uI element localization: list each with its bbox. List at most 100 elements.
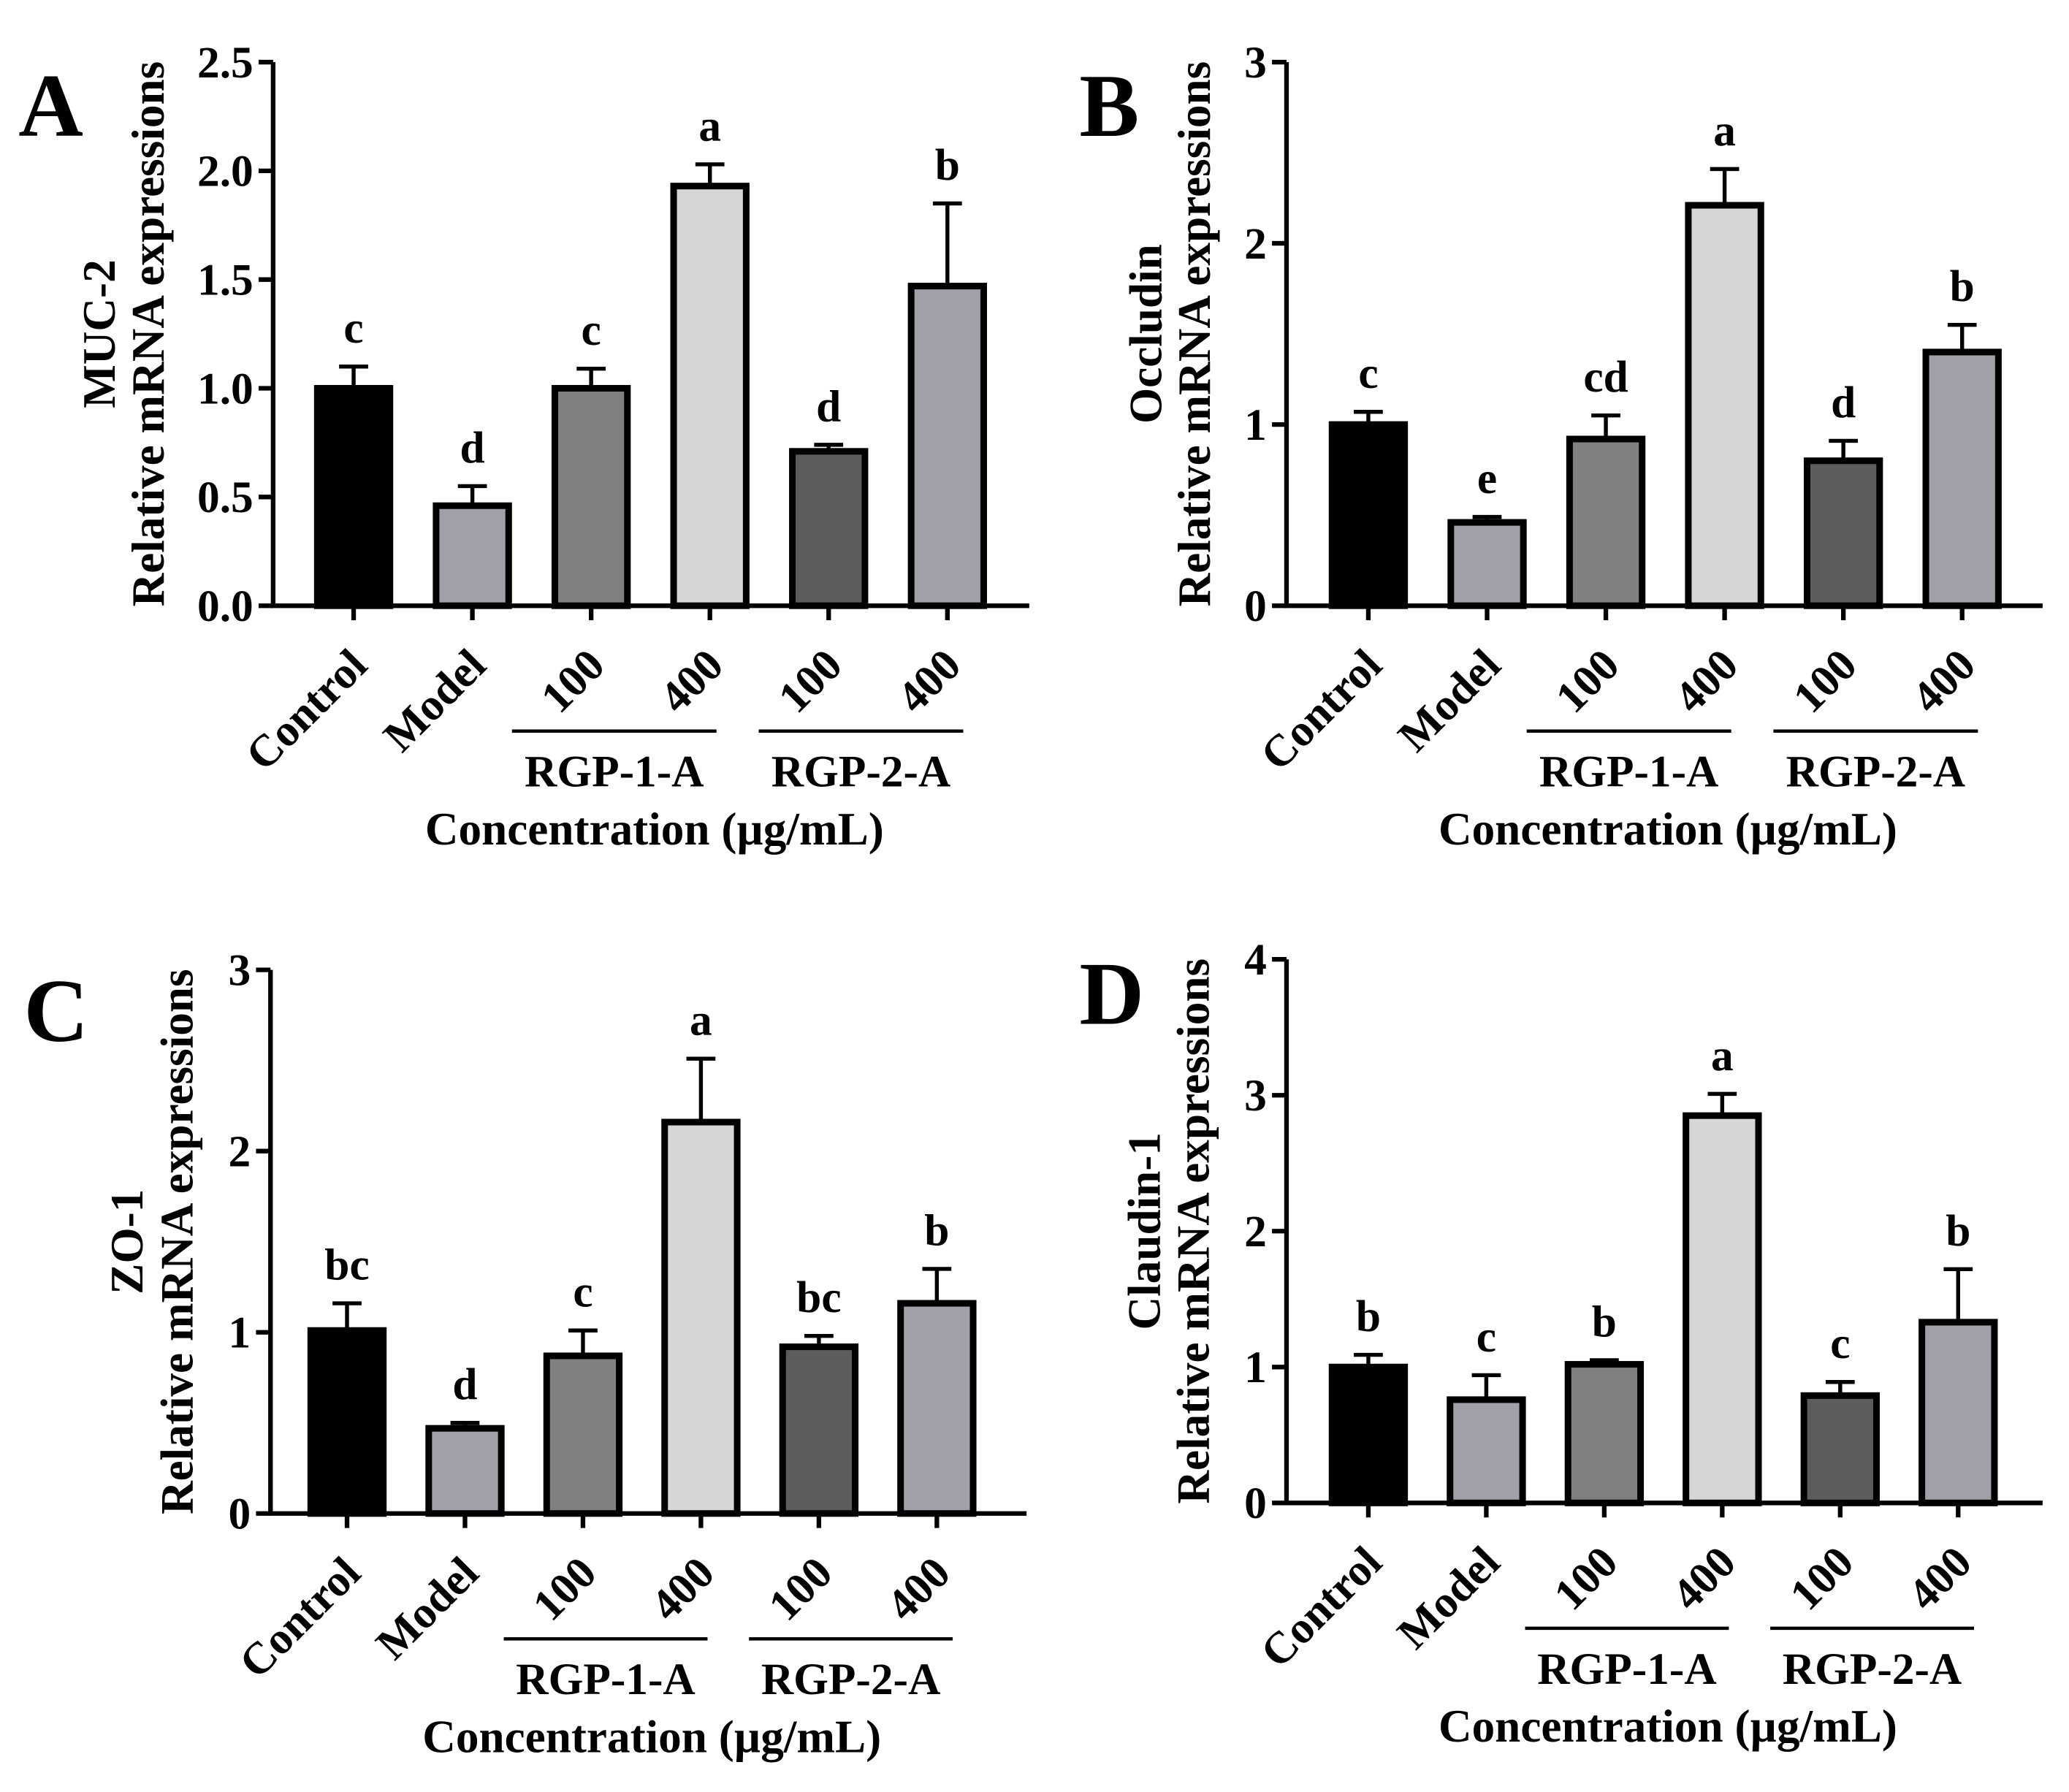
significance-label-control: c bbox=[343, 303, 363, 353]
error-bar-rgp-2-a-400 bbox=[922, 1267, 952, 1304]
group-label-rgp-2-a: RGP-2-A bbox=[771, 747, 951, 797]
x-tick-label-rgp-2-a-100: 100 bbox=[1780, 1537, 1863, 1620]
significance-label-rgp-2-a-100: c bbox=[1830, 1319, 1850, 1368]
y-tick-label: 0.5 bbox=[197, 473, 254, 522]
bar-rgp-1-a-400 bbox=[1683, 1112, 1762, 1506]
y-axis-gene-title: ZO-1 bbox=[102, 1189, 153, 1295]
bar-rgp-2-a-100 bbox=[779, 1343, 859, 1517]
y-tick-label: 1.5 bbox=[197, 255, 254, 305]
significance-label-rgp-1-a-400: a bbox=[690, 996, 712, 1045]
y-tick-label: 3 bbox=[1244, 38, 1267, 88]
significance-label-rgp-1-a-100: cd bbox=[1583, 352, 1628, 402]
bar-rgp-1-a-100 bbox=[1566, 435, 1646, 609]
x-tick-label-rgp-1-a-400: 400 bbox=[641, 1547, 724, 1630]
y-tick-label: 1 bbox=[1244, 400, 1267, 450]
panel-letter: C bbox=[24, 961, 89, 1061]
y-tick-label: 2.5 bbox=[197, 38, 254, 88]
y-tick-label: 0 bbox=[228, 1490, 251, 1539]
bar-rgp-2-a-100 bbox=[1800, 1392, 1881, 1506]
y-tick-label: 3 bbox=[1244, 1071, 1267, 1121]
error-bar-model bbox=[1471, 1373, 1501, 1400]
y-tick-label: 1.0 bbox=[197, 364, 254, 413]
y-axis-title: Relative mRNA expressions bbox=[1169, 61, 1220, 607]
error-bar-rgp-2-a-100 bbox=[1825, 1380, 1855, 1396]
x-tick-label-rgp-1-a-100: 100 bbox=[1544, 1537, 1627, 1620]
bar-rgp-1-a-400 bbox=[1685, 202, 1764, 609]
significance-label-rgp-2-a-400: b bbox=[924, 1205, 949, 1255]
error-bar-rgp-1-a-100 bbox=[576, 367, 606, 389]
significance-label-control: b bbox=[1356, 1292, 1381, 1341]
y-tick-label: 2 bbox=[1244, 219, 1267, 269]
bar-rgp-1-a-400 bbox=[661, 1118, 741, 1517]
bar-rgp-1-a-100 bbox=[551, 384, 631, 609]
error-bar-control bbox=[339, 365, 368, 389]
x-tick-label-rgp-2-a-100: 100 bbox=[759, 1547, 842, 1630]
y-tick-label: 0.0 bbox=[197, 582, 254, 631]
error-bar-rgp-1-a-400 bbox=[686, 1056, 716, 1122]
x-axis-title: Concentration (µg/mL) bbox=[1439, 804, 1897, 855]
x-tick-label-control: Control bbox=[237, 640, 377, 780]
bar-rgp-1-a-400 bbox=[670, 183, 750, 609]
x-tick-label-rgp-2-a-100: 100 bbox=[769, 640, 852, 722]
x-tick-label-rgp-1-a-400: 400 bbox=[1663, 1537, 1745, 1620]
bar-model bbox=[433, 502, 512, 609]
significance-label-model: d bbox=[452, 1360, 477, 1409]
significance-label-rgp-1-a-100: c bbox=[582, 305, 601, 355]
error-bar-rgp-1-a-400 bbox=[1710, 167, 1740, 205]
x-tick-label-control: Control bbox=[1251, 1537, 1392, 1677]
significance-label-control: c bbox=[1358, 348, 1378, 398]
bar-rgp-2-a-400 bbox=[897, 1300, 977, 1517]
bar-model bbox=[1447, 519, 1527, 609]
error-bar-rgp-1-a-100 bbox=[568, 1328, 598, 1356]
x-tick-label-control: Control bbox=[230, 1547, 370, 1688]
bar-rgp-2-a-400 bbox=[1922, 348, 2002, 609]
x-tick-label-rgp-2-a-400: 400 bbox=[877, 1547, 960, 1630]
y-tick-label: 1 bbox=[1244, 1343, 1267, 1392]
y-axis-gene-title: MUC-2 bbox=[74, 259, 125, 408]
y-tick-label: 4 bbox=[1244, 935, 1267, 985]
group-label-rgp-2-a: RGP-2-A bbox=[761, 1655, 941, 1704]
x-tick-label-rgp-2-a-400: 400 bbox=[1902, 640, 1985, 722]
x-axis-title: Concentration (µg/mL) bbox=[425, 804, 884, 855]
x-tick-label-rgp-1-a-100: 100 bbox=[532, 640, 614, 722]
bar-control bbox=[313, 384, 394, 609]
bar-rgp-2-a-400 bbox=[1919, 1319, 1998, 1506]
panel-letter: D bbox=[1079, 945, 1144, 1044]
y-tick-label: 1 bbox=[228, 1308, 251, 1357]
x-tick-label-model: Model bbox=[1388, 1537, 1509, 1658]
y-tick-label: 0 bbox=[1244, 1479, 1267, 1528]
group-label-rgp-1-a: RGP-1-A bbox=[516, 1655, 696, 1704]
error-bar-rgp-2-a-400 bbox=[1947, 322, 1977, 352]
error-bar-rgp-1-a-400 bbox=[695, 162, 725, 186]
group-label-rgp-1-a: RGP-1-A bbox=[1539, 747, 1719, 797]
bar-control bbox=[307, 1327, 387, 1517]
bar-rgp-2-a-100 bbox=[789, 448, 869, 609]
panel-letter: B bbox=[1079, 56, 1139, 156]
group-label-rgp-2-a: RGP-2-A bbox=[1783, 1644, 1962, 1694]
group-label-rgp-1-a: RGP-1-A bbox=[1537, 1644, 1717, 1694]
significance-label-rgp-2-a-400: b bbox=[935, 140, 960, 190]
error-bar-control bbox=[1354, 410, 1383, 425]
x-tick-label-model: Model bbox=[367, 1547, 488, 1669]
significance-label-rgp-1-a-100: c bbox=[573, 1267, 592, 1317]
x-tick-label-rgp-1-a-400: 400 bbox=[1665, 640, 1748, 722]
bar-rgp-1-a-100 bbox=[1564, 1361, 1645, 1506]
error-bar-rgp-2-a-100 bbox=[804, 1333, 834, 1347]
bar-control bbox=[1328, 1363, 1409, 1506]
error-bar-rgp-1-a-100 bbox=[1591, 413, 1620, 439]
significance-label-rgp-2-a-100: d bbox=[816, 381, 841, 431]
x-tick-label-model: Model bbox=[1389, 640, 1510, 761]
significance-label-rgp-2-a-400: b bbox=[1946, 1206, 1970, 1256]
error-bar-rgp-2-a-400 bbox=[1943, 1267, 1973, 1322]
x-tick-label-rgp-1-a-100: 100 bbox=[1546, 640, 1628, 722]
bar-model bbox=[425, 1425, 505, 1517]
y-tick-label: 3 bbox=[228, 945, 251, 995]
significance-label-rgp-2-a-100: d bbox=[1831, 378, 1856, 427]
x-tick-label-rgp-2-a-400: 400 bbox=[888, 640, 970, 722]
y-axis-title: Relative mRNA expressions bbox=[1167, 958, 1219, 1504]
error-bar-rgp-1-a-100 bbox=[1590, 1358, 1619, 1365]
x-axis-title: Concentration (µg/mL) bbox=[422, 1712, 881, 1763]
